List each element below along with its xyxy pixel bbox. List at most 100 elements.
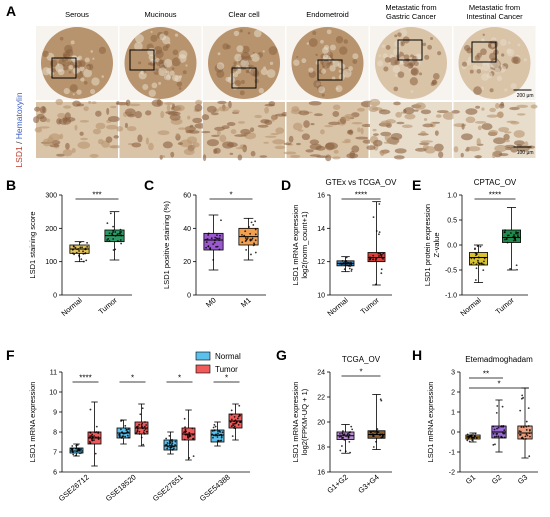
tma-texture-2: [234, 80, 241, 87]
point-B-0: [72, 245, 75, 248]
hires-texture-3: [309, 139, 320, 145]
point-F-t1: [136, 425, 139, 428]
tma-texture-1: [158, 81, 162, 85]
point-F-t2: [192, 433, 194, 436]
panel-e: E -1.0 -0.5 0.0 0.5 1.0 LSD1 protein expressio…: [412, 177, 528, 318]
point-F-t0: [93, 439, 95, 442]
point-F-n2: [168, 444, 171, 447]
hires-texture-3: [298, 110, 310, 116]
point-B-1: [108, 232, 111, 235]
point-F-t0: [89, 442, 92, 445]
tma-texture-4: [397, 71, 405, 78]
hires-texture-2: [229, 152, 234, 155]
tma-texture-3: [352, 53, 359, 60]
point-E-1: [515, 231, 518, 234]
tma-texture-5: [486, 72, 493, 79]
hires-texture-3: [351, 145, 360, 153]
hires-texture-4: [394, 148, 407, 154]
point-C-0: [219, 234, 221, 237]
point-F-n1: [124, 427, 127, 430]
y-tick-label-B-0: 0: [53, 293, 57, 300]
point-F-t1: [143, 432, 146, 435]
x-tick-label-C-1: M1: [239, 296, 253, 310]
point-F-t3: [231, 435, 234, 438]
point-H-2: [520, 397, 523, 400]
tma-texture-5: [506, 48, 512, 54]
hires-texture-4: [379, 149, 388, 155]
hires-texture-0: [51, 140, 61, 145]
hires-texture-5: [494, 144, 507, 153]
point-F-n3: [217, 430, 219, 433]
tma-texture-1: [153, 68, 160, 75]
point-D-1: [379, 252, 382, 255]
y-tick-label-G-3: 22: [317, 395, 325, 402]
point-F-n3: [211, 433, 214, 436]
tma-texture-0: [76, 72, 84, 80]
point-F-t0: [91, 439, 94, 442]
point-F-n3: [216, 436, 219, 438]
point-F-t0: [97, 438, 100, 441]
tma-texture-2: [232, 72, 239, 78]
zoom-box-0: [51, 57, 77, 79]
x-tick-label-E-0: Normal: [458, 295, 483, 318]
tma-texture-2: [233, 61, 237, 65]
tma-texture-1: [178, 50, 188, 59]
hires-texture-4: [401, 124, 413, 129]
point-F-n3: [221, 431, 224, 434]
point-F-t2: [183, 417, 186, 420]
hires-texture-3: [355, 136, 369, 140]
column-label-3: Endometroid: [306, 10, 349, 19]
legend-swatch-0: [195, 351, 211, 361]
hires-texture-1: [187, 115, 191, 120]
point-F-n3: [214, 425, 217, 428]
y-tick-label-F-5: 11: [50, 370, 57, 377]
tma-texture-5: [482, 33, 485, 37]
point-H-1: [501, 405, 504, 408]
point-C-1: [246, 237, 249, 239]
tma-texture-0: [85, 64, 92, 70]
hires-texture-2: [234, 134, 247, 137]
point-B-1: [120, 231, 123, 233]
tma-texture-4: [414, 61, 419, 67]
hires-texture-4: [366, 145, 376, 151]
y-label-H: LSD1 mRNA expression: [426, 382, 435, 463]
point-D-1: [372, 258, 375, 261]
hires-texture-1: [183, 148, 195, 156]
x-tick-label-E-1: Tumor: [494, 295, 517, 316]
panel-f-letter: F: [6, 347, 15, 363]
hires-texture-3: [332, 104, 341, 110]
hires-texture-5: [524, 141, 529, 148]
tma-texture-0: [80, 77, 85, 82]
tma-texture-2: [217, 52, 221, 56]
hires-texture-0: [34, 106, 41, 112]
point-B-0: [76, 248, 79, 251]
legend-label-1: Tumor: [215, 365, 238, 374]
hires-texture-4: [420, 140, 433, 143]
column-label-0: Serous: [65, 10, 89, 19]
point-H-2: [528, 429, 531, 432]
hires-texture-1: [156, 99, 162, 107]
y-tick-label-C-1: 20: [183, 259, 191, 266]
tma-texture-1: [163, 73, 172, 81]
point-B-0: [85, 259, 88, 262]
point-F-t0: [88, 440, 91, 443]
tma-texture-3: [335, 85, 343, 93]
hires-texture-3: [308, 100, 322, 106]
x-tick-label-G-1: G3+G4: [356, 473, 380, 496]
point-F-n2: [171, 440, 174, 443]
point-E-1: [504, 229, 507, 232]
hires-texture-4: [433, 143, 444, 152]
tma-texture-3: [308, 38, 318, 47]
tma-texture-2: [234, 53, 242, 62]
point-H-1: [492, 432, 495, 435]
tma-texture-5: [464, 44, 471, 52]
hires-texture-0: [92, 128, 102, 135]
point-G-1: [372, 446, 375, 448]
tma-texture-4: [378, 54, 381, 57]
y-tick-label-B-1: 100: [45, 259, 57, 266]
hires-texture-3: [305, 149, 314, 153]
y-tick-label-H-0: -2: [449, 470, 455, 477]
point-D-1: [382, 252, 385, 255]
point-D-0: [348, 267, 351, 270]
y-tick-label-B-3: 300: [45, 193, 57, 200]
